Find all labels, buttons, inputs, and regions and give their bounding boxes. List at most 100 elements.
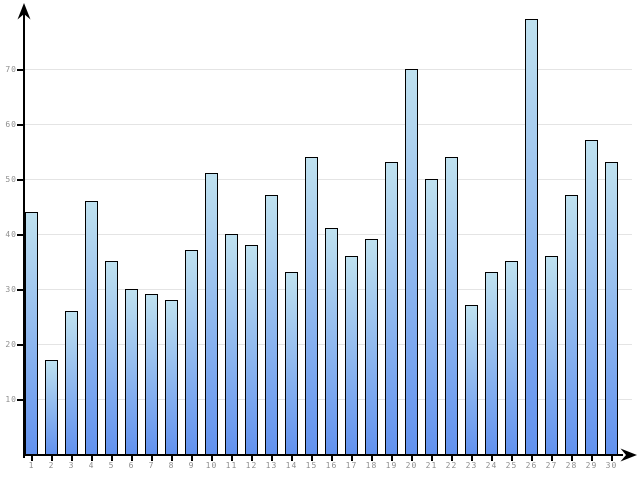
x-axis-tick	[490, 456, 493, 461]
bar-28	[565, 195, 578, 455]
y-tick-label: 50	[5, 175, 17, 184]
x-axis-tick	[450, 456, 453, 461]
bar-8	[165, 300, 178, 455]
y-axis-tick	[17, 289, 25, 291]
x-tick-label: 12	[245, 461, 258, 470]
bar-21	[425, 179, 438, 455]
x-axis-tick	[570, 456, 573, 461]
x-axis-tick	[330, 456, 333, 461]
bar-15	[305, 157, 318, 455]
x-tick-label: 22	[445, 461, 458, 470]
x-tick-label: 10	[205, 461, 218, 470]
x-tick-label: 23	[465, 461, 478, 470]
bar-30	[605, 162, 618, 455]
bar-19	[385, 162, 398, 455]
bar-14	[285, 272, 298, 455]
y-tick-label: 60	[5, 120, 17, 129]
bar-10	[205, 173, 218, 455]
x-axis-tick	[190, 456, 193, 461]
y-tick-label: 40	[5, 230, 17, 239]
y-axis-line	[23, 8, 25, 458]
bar-6	[125, 289, 138, 455]
x-tick-label: 14	[285, 461, 298, 470]
bar-22	[445, 157, 458, 455]
bar-16	[325, 228, 338, 455]
bar-2	[45, 360, 58, 455]
x-tick-label: 13	[265, 461, 278, 470]
gridline	[23, 69, 632, 70]
bar-1	[25, 212, 38, 455]
x-tick-label: 30	[605, 461, 618, 470]
x-axis-tick	[390, 456, 393, 461]
x-axis-tick	[290, 456, 293, 461]
x-tick-label: 24	[485, 461, 498, 470]
x-tick-label: 29	[585, 461, 598, 470]
x-axis-tick	[170, 456, 173, 461]
x-tick-label: 3	[68, 461, 75, 470]
x-axis-tick	[110, 456, 113, 461]
y-axis-tick	[17, 399, 25, 401]
bar-18	[365, 239, 378, 455]
x-tick-label: 4	[88, 461, 95, 470]
x-axis-tick	[50, 456, 53, 461]
bar-4	[85, 201, 98, 455]
x-axis-tick	[30, 456, 33, 461]
y-axis-tick	[17, 344, 25, 346]
bar-26	[525, 19, 538, 455]
x-tick-label: 11	[225, 461, 238, 470]
x-tick-label: 19	[385, 461, 398, 470]
y-tick-label: 20	[5, 340, 17, 349]
y-tick-label: 10	[5, 395, 17, 404]
x-axis-tick	[510, 456, 513, 461]
x-tick-label: 28	[565, 461, 578, 470]
x-axis-tick	[470, 456, 473, 461]
x-axis-tick	[410, 456, 413, 461]
x-axis-tick	[70, 456, 73, 461]
bar-3	[65, 311, 78, 455]
bar-20	[405, 69, 418, 455]
x-axis-tick	[250, 456, 253, 461]
bar-13	[265, 195, 278, 455]
x-tick-label: 7	[148, 461, 155, 470]
bar-25	[505, 261, 518, 455]
x-tick-label: 6	[128, 461, 135, 470]
x-tick-label: 5	[108, 461, 115, 470]
x-axis-tick	[530, 456, 533, 461]
bar-27	[545, 256, 558, 455]
gridline	[23, 124, 632, 125]
bar-17	[345, 256, 358, 455]
y-axis-tick	[17, 124, 25, 126]
x-tick-label: 16	[325, 461, 338, 470]
x-axis-tick	[310, 456, 313, 461]
y-axis-tick	[17, 234, 25, 236]
x-axis-tick	[590, 456, 593, 461]
y-axis-tick	[17, 69, 25, 71]
x-tick-label: 17	[345, 461, 358, 470]
x-axis-tick	[350, 456, 353, 461]
x-axis-tick	[370, 456, 373, 461]
x-tick-label: 15	[305, 461, 318, 470]
bar-12	[245, 245, 258, 455]
x-tick-label: 8	[168, 461, 175, 470]
y-tick-label: 30	[5, 285, 17, 294]
x-axis-tick	[150, 456, 153, 461]
x-axis-tick	[550, 456, 553, 461]
bar-7	[145, 294, 158, 455]
x-tick-label: 9	[188, 461, 195, 470]
x-tick-label: 20	[405, 461, 418, 470]
x-axis-line	[23, 454, 623, 456]
y-tick-label: 70	[5, 65, 17, 74]
x-tick-label: 18	[365, 461, 378, 470]
x-tick-label: 26	[525, 461, 538, 470]
bar-23	[465, 305, 478, 455]
bar-29	[585, 140, 598, 455]
x-axis-arrow-icon	[620, 448, 637, 462]
x-tick-label: 27	[545, 461, 558, 470]
x-tick-label: 25	[505, 461, 518, 470]
bar-11	[225, 234, 238, 455]
x-tick-label: 2	[48, 461, 55, 470]
gridline	[23, 179, 632, 180]
x-axis-tick	[610, 456, 613, 461]
x-axis-tick	[230, 456, 233, 461]
bar-5	[105, 261, 118, 455]
